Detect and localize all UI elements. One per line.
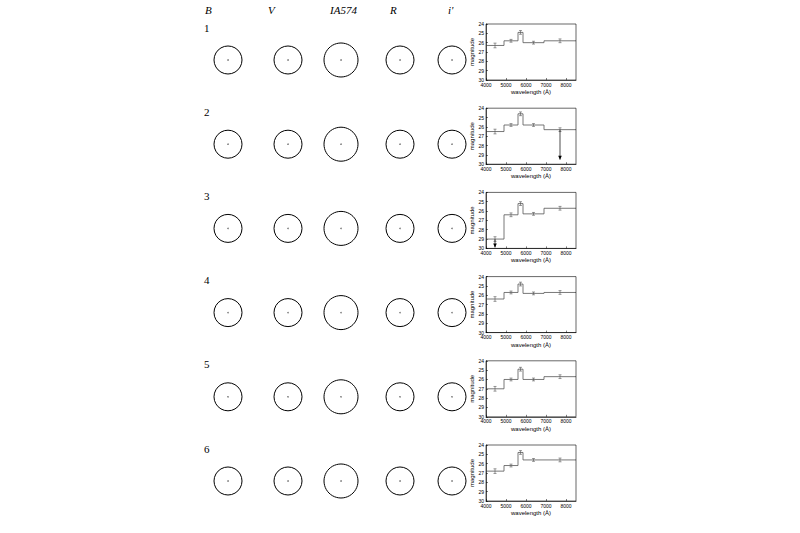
svg-text:5000: 5000 bbox=[500, 418, 511, 424]
svg-text:27: 27 bbox=[478, 470, 484, 476]
svg-text:8000: 8000 bbox=[560, 82, 571, 88]
svg-text:26: 26 bbox=[478, 292, 484, 298]
svg-text:2: 2 bbox=[204, 106, 210, 118]
svg-text:25: 25 bbox=[478, 367, 484, 373]
svg-text:wavelength (Å): wavelength (Å) bbox=[510, 342, 551, 348]
svg-text:IA574: IA574 bbox=[329, 4, 357, 16]
svg-text:5000: 5000 bbox=[500, 334, 511, 340]
svg-text:25: 25 bbox=[478, 115, 484, 121]
svg-text:28: 28 bbox=[478, 227, 484, 233]
svg-text:26: 26 bbox=[478, 40, 484, 46]
svg-text:25: 25 bbox=[478, 451, 484, 457]
svg-text:7000: 7000 bbox=[540, 503, 551, 509]
svg-text:26: 26 bbox=[478, 208, 484, 214]
svg-text:4000: 4000 bbox=[480, 503, 491, 509]
svg-text:29: 29 bbox=[478, 404, 484, 410]
svg-text:7000: 7000 bbox=[540, 334, 551, 340]
svg-text:wavelength (Å): wavelength (Å) bbox=[510, 510, 551, 516]
svg-text:4000: 4000 bbox=[480, 166, 491, 172]
svg-text:28: 28 bbox=[478, 479, 484, 485]
svg-text:27: 27 bbox=[478, 386, 484, 392]
svg-text:25: 25 bbox=[478, 30, 484, 36]
svg-text:R: R bbox=[389, 4, 397, 16]
svg-text:magnitude: magnitude bbox=[469, 458, 475, 487]
svg-text:24: 24 bbox=[478, 189, 484, 195]
svg-text:27: 27 bbox=[478, 302, 484, 308]
svg-text:5000: 5000 bbox=[500, 503, 511, 509]
svg-text:magnitude: magnitude bbox=[469, 206, 475, 235]
svg-text:i': i' bbox=[448, 4, 454, 16]
svg-text:V: V bbox=[268, 4, 276, 16]
svg-text:30: 30 bbox=[478, 245, 484, 252]
svg-text:5: 5 bbox=[204, 358, 210, 370]
svg-text:30: 30 bbox=[478, 161, 484, 168]
svg-text:6000: 6000 bbox=[520, 82, 531, 88]
svg-text:8000: 8000 bbox=[560, 334, 571, 340]
svg-text:7000: 7000 bbox=[540, 250, 551, 256]
svg-text:7000: 7000 bbox=[540, 418, 551, 424]
svg-text:28: 28 bbox=[478, 58, 484, 64]
svg-text:28: 28 bbox=[478, 311, 484, 317]
svg-text:28: 28 bbox=[478, 395, 484, 401]
svg-text:3: 3 bbox=[204, 190, 210, 202]
svg-text:29: 29 bbox=[478, 68, 484, 74]
svg-text:4000: 4000 bbox=[480, 82, 491, 88]
svg-text:8000: 8000 bbox=[560, 503, 571, 509]
svg-text:wavelength (Å): wavelength (Å) bbox=[510, 426, 551, 432]
svg-text:25: 25 bbox=[478, 283, 484, 289]
svg-text:1: 1 bbox=[204, 22, 210, 34]
svg-text:28: 28 bbox=[478, 143, 484, 149]
svg-text:5000: 5000 bbox=[500, 82, 511, 88]
svg-text:B: B bbox=[205, 4, 212, 16]
svg-text:7000: 7000 bbox=[540, 166, 551, 172]
svg-text:6000: 6000 bbox=[520, 166, 531, 172]
svg-text:7000: 7000 bbox=[540, 82, 551, 88]
svg-text:4000: 4000 bbox=[480, 418, 491, 424]
svg-text:wavelength (Å): wavelength (Å) bbox=[510, 89, 551, 95]
svg-text:27: 27 bbox=[478, 49, 484, 55]
svg-text:24: 24 bbox=[478, 442, 484, 448]
svg-text:6000: 6000 bbox=[520, 334, 531, 340]
svg-text:26: 26 bbox=[478, 461, 484, 467]
svg-text:magnitude: magnitude bbox=[469, 122, 475, 151]
svg-text:30: 30 bbox=[478, 413, 484, 420]
svg-text:24: 24 bbox=[478, 358, 484, 364]
svg-text:4000: 4000 bbox=[480, 334, 491, 340]
svg-text:29: 29 bbox=[478, 236, 484, 242]
svg-text:8000: 8000 bbox=[560, 250, 571, 256]
svg-text:29: 29 bbox=[478, 152, 484, 158]
svg-text:29: 29 bbox=[478, 320, 484, 326]
svg-text:8000: 8000 bbox=[560, 418, 571, 424]
svg-text:25: 25 bbox=[478, 199, 484, 205]
svg-text:26: 26 bbox=[478, 376, 484, 382]
svg-text:wavelength (Å): wavelength (Å) bbox=[510, 257, 551, 263]
svg-text:24: 24 bbox=[478, 274, 484, 280]
svg-text:26: 26 bbox=[478, 124, 484, 130]
svg-text:30: 30 bbox=[478, 329, 484, 336]
svg-text:4000: 4000 bbox=[480, 250, 491, 256]
svg-text:magnitude: magnitude bbox=[469, 290, 475, 319]
svg-text:6000: 6000 bbox=[520, 250, 531, 256]
svg-text:27: 27 bbox=[478, 133, 484, 139]
svg-text:5000: 5000 bbox=[500, 166, 511, 172]
svg-text:24: 24 bbox=[478, 21, 484, 27]
svg-text:30: 30 bbox=[478, 498, 484, 504]
svg-text:30: 30 bbox=[478, 77, 484, 83]
svg-text:6000: 6000 bbox=[520, 418, 531, 424]
svg-text:29: 29 bbox=[478, 489, 484, 495]
svg-text:6000: 6000 bbox=[520, 503, 531, 509]
svg-text:6: 6 bbox=[204, 443, 210, 455]
svg-text:magnitude: magnitude bbox=[469, 374, 475, 403]
svg-text:24: 24 bbox=[478, 105, 484, 111]
svg-text:5000: 5000 bbox=[500, 250, 511, 256]
svg-text:wavelength (Å): wavelength (Å) bbox=[510, 173, 551, 179]
svg-text:27: 27 bbox=[478, 217, 484, 223]
svg-text:4: 4 bbox=[204, 274, 210, 286]
svg-text:8000: 8000 bbox=[560, 166, 571, 172]
svg-text:magnitude: magnitude bbox=[469, 37, 475, 66]
